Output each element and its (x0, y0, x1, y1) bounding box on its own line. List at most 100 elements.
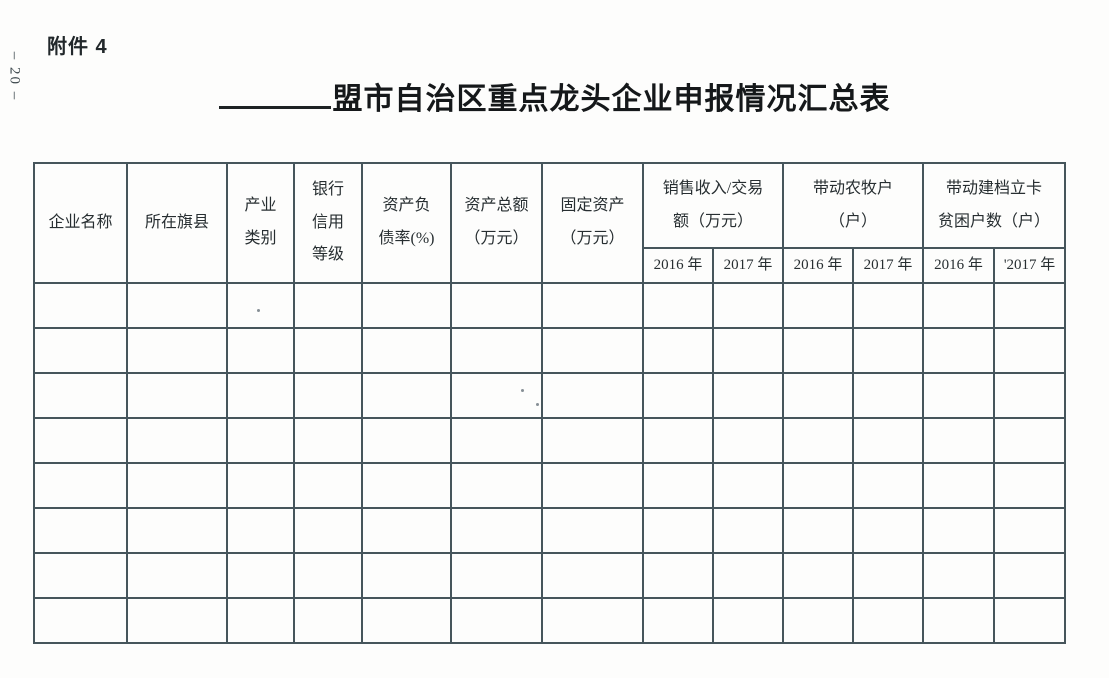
empty-cell (782, 417, 855, 464)
empty-cell (293, 372, 363, 419)
empty-cell (126, 372, 228, 419)
empty-cell (226, 597, 295, 644)
col-header-enterprise-name: 企业名称 (33, 162, 128, 284)
empty-cell (126, 417, 228, 464)
col-header-farmers-group: 带动农牧户 （户） (782, 162, 925, 249)
col-header-sales-group: 销售收入/交易 额（万元） (641, 162, 785, 249)
empty-cell (993, 597, 1067, 644)
col-header-total-assets: 资产总额 （万元） (450, 162, 543, 284)
empty-cell (126, 327, 228, 374)
empty-cell (33, 282, 128, 329)
table-row (33, 372, 1067, 419)
empty-cell (993, 372, 1067, 419)
table-row (33, 552, 1067, 599)
empty-cell (541, 597, 644, 644)
empty-cell (450, 282, 543, 329)
col-header-poor-2016: 2016 年 (922, 247, 996, 284)
empty-cell (642, 507, 714, 554)
empty-cell (711, 282, 785, 329)
col-header-county: 所在旗县 (126, 162, 228, 284)
empty-cell (450, 462, 543, 509)
empty-cell (361, 462, 452, 509)
empty-cell (361, 372, 452, 419)
empty-cell (361, 597, 452, 644)
empty-cell (293, 327, 363, 374)
empty-cell (541, 282, 644, 329)
col-header-farmers-2017: 2017 年 (852, 247, 925, 284)
empty-cell (450, 372, 543, 419)
empty-cell (126, 282, 228, 329)
empty-cell (642, 282, 714, 329)
header-row-groups: 企业名称 所在旗县 产业 类别 银行 信用 等级 资产负 债率(%) 资产总额 … (33, 162, 1067, 284)
table-row (33, 282, 1067, 329)
col-header-sales-2017: 2017 年 (711, 247, 785, 284)
empty-cell (852, 417, 925, 464)
empty-cell (33, 417, 128, 464)
empty-cell (541, 552, 644, 599)
empty-cell (711, 597, 785, 644)
col-header-poor-2017: '2017 年 (993, 247, 1067, 284)
empty-cell (226, 507, 295, 554)
empty-cell (852, 552, 925, 599)
empty-cell (922, 597, 996, 644)
title-blank-underline (218, 105, 331, 109)
empty-cell (711, 372, 785, 419)
title-row: 盟市自治区重点龙头企业申报情况汇总表 (0, 74, 1109, 118)
empty-cell (293, 417, 363, 464)
empty-cell (922, 282, 996, 329)
header-row-years: 2016 年 2017 年 2016 年 2017 年 2016 年 '2017… (34, 247, 1067, 284)
empty-cell (541, 507, 644, 554)
empty-cell (711, 552, 785, 599)
empty-cell (852, 372, 925, 419)
table-body (33, 282, 1067, 644)
empty-cell (33, 552, 128, 599)
empty-cell (450, 507, 543, 554)
table-row (33, 417, 1067, 464)
empty-cell (33, 597, 128, 644)
empty-cell (922, 327, 996, 374)
empty-cell (33, 372, 128, 419)
empty-cell (782, 282, 855, 329)
empty-cell (126, 462, 228, 509)
table-row (33, 462, 1067, 509)
empty-cell (782, 372, 855, 419)
empty-cell (782, 462, 855, 509)
empty-cell (782, 507, 855, 554)
col-header-industry-category: 产业 类别 (226, 162, 295, 284)
empty-cell (993, 327, 1067, 374)
empty-cell (293, 462, 363, 509)
empty-cell (642, 417, 714, 464)
empty-cell (782, 327, 855, 374)
col-header-farmers-2016: 2016 年 (782, 247, 855, 284)
empty-cell (993, 417, 1067, 464)
empty-cell (993, 552, 1067, 599)
empty-cell (642, 327, 714, 374)
empty-cell (993, 462, 1067, 509)
empty-cell (922, 417, 996, 464)
empty-cell (226, 282, 295, 329)
empty-cell (711, 507, 785, 554)
empty-cell (642, 597, 714, 644)
empty-cell (226, 462, 295, 509)
empty-cell (126, 552, 228, 599)
empty-cell (33, 462, 128, 509)
col-header-sales-2016: 2016 年 (642, 247, 714, 284)
empty-cell (922, 507, 996, 554)
empty-cell (541, 372, 644, 419)
empty-cell (226, 417, 295, 464)
empty-cell (711, 327, 785, 374)
col-header-fixed-assets: 固定资产 （万元） (541, 162, 644, 284)
empty-cell (922, 462, 996, 509)
table-row (33, 597, 1067, 644)
empty-cell (993, 507, 1067, 554)
empty-cell (126, 597, 228, 644)
empty-cell (642, 552, 714, 599)
empty-cell (993, 282, 1067, 329)
scan-speck (521, 389, 524, 392)
empty-cell (33, 507, 128, 554)
empty-cell (642, 462, 714, 509)
empty-cell (33, 327, 128, 374)
empty-cell (852, 327, 925, 374)
empty-cell (541, 417, 644, 464)
empty-cell (361, 552, 452, 599)
